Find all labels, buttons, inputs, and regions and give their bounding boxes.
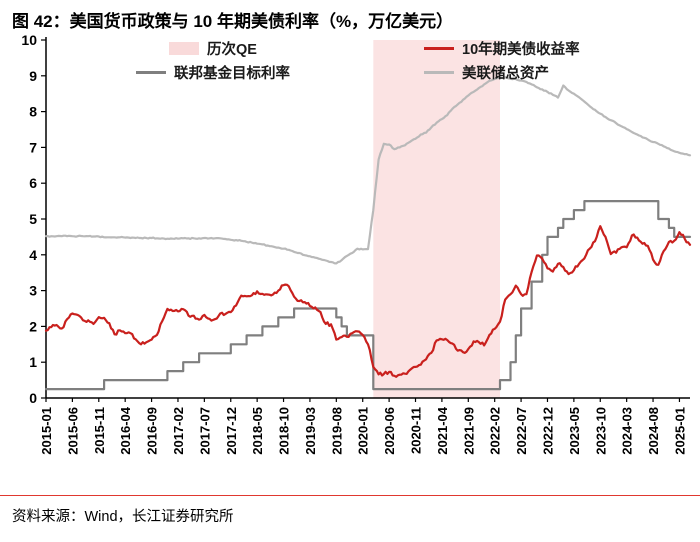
x-tick-label: 2016-04: [118, 406, 133, 454]
y-tick-label: 5: [29, 211, 37, 227]
series-line-2: [44, 76, 692, 265]
x-tick-label: 2017-07: [197, 407, 212, 455]
x-tick-label: 2016-09: [145, 407, 160, 455]
y-tick-label: 10: [21, 32, 37, 48]
x-tick-label: 2020-11: [409, 407, 424, 454]
x-tick-label: 2024-08: [646, 407, 661, 455]
legend-item-treasury: 10年期美债收益率: [378, 37, 668, 60]
y-tick-label: 1: [29, 354, 37, 370]
footer-accent-rule: [0, 495, 700, 496]
x-tick-label: 2019-08: [329, 407, 344, 455]
source-note: 资料来源：Wind，长江证券研究所: [12, 509, 234, 525]
x-tick-label: 2021-04: [435, 406, 450, 454]
y-tick-label: 3: [29, 283, 37, 299]
ffr-line-swatch: [136, 71, 166, 74]
y-tick-label: 9: [29, 68, 37, 84]
qe-shaded-region: [373, 40, 500, 398]
x-tick-label: 2018-10: [277, 407, 292, 455]
y-tick-label: 4: [29, 247, 37, 263]
legend-label-ffr: 联邦基金目标利率: [174, 66, 290, 82]
x-tick-label: 2025-01: [672, 407, 687, 455]
x-tick-label: 2023-10: [593, 407, 608, 455]
qe-region-swatch: [169, 42, 200, 55]
legend-label-treasury: 10年期美债收益率: [462, 42, 580, 58]
x-tick-label: 2019-03: [303, 407, 318, 455]
x-tick-label: 2015-06: [65, 407, 80, 455]
x-tick-label: 2020-06: [382, 407, 397, 455]
x-tick-label: 2024-03: [620, 407, 635, 455]
x-tick-label: 2017-12: [224, 407, 239, 455]
y-tick-label: 7: [29, 139, 37, 155]
x-tick-label: 2021-09: [461, 407, 476, 455]
y-tick-label: 8: [29, 104, 37, 120]
assets-line-swatch: [424, 71, 454, 74]
legend-item-ffr: 联邦基金目标利率: [48, 61, 378, 84]
x-tick-label: 2023-05: [567, 407, 582, 455]
x-tick-label: 2022-12: [540, 407, 555, 455]
treasury-line-swatch: [424, 47, 454, 50]
legend-item-assets: 美联储总资产: [378, 61, 668, 84]
x-tick-label: 2017-02: [171, 407, 186, 455]
y-tick-label: 6: [29, 175, 37, 191]
x-tick-label: 2015-01: [39, 407, 54, 455]
x-tick-label: 2015-11: [92, 407, 107, 454]
chart-plot-area: 0 1 2 3 4 5 6 7 8 9 10 2015-01 2015-06 2015-11 2016-04…: [21, 32, 692, 455]
chart-title: 图 42：美国货币政策与 10 年期美债利率（%，万亿美元）: [12, 12, 454, 31]
legend-label-assets: 美联储总资产: [462, 66, 549, 82]
legend-item-qe: 历次QE: [48, 37, 378, 60]
x-tick-label: 2020-01: [356, 407, 371, 455]
series-line-0: [44, 225, 692, 378]
y-tick-label: 2: [29, 318, 37, 334]
x-tick-label: 2022-07: [514, 407, 529, 455]
x-tick-label: 2022-02: [488, 407, 503, 455]
chart-legend: 历次QE 10年期美债收益率 联邦基金目标利率 美联储总资产: [48, 37, 668, 84]
legend-label-qe: 历次QE: [207, 42, 257, 58]
series-line-1: [44, 200, 692, 391]
x-tick-label: 2018-05: [250, 407, 265, 455]
y-tick-label: 0: [29, 390, 37, 406]
